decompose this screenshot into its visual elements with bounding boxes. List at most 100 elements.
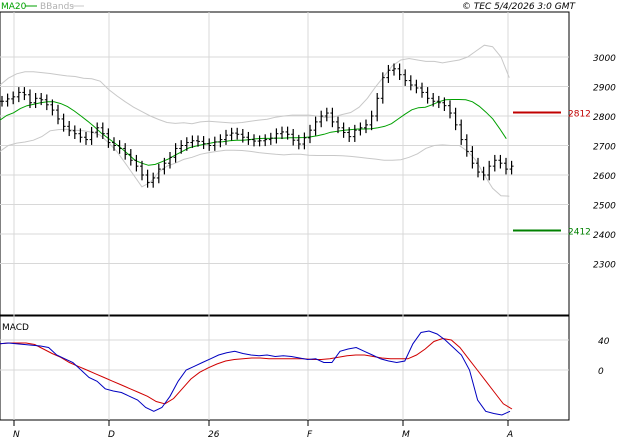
x-tick-label: A	[506, 430, 513, 440]
ohlc-bar	[336, 116, 340, 134]
x-tick-label: M	[402, 430, 410, 440]
ohlc-bar	[184, 137, 189, 151]
ohlc-bar	[156, 163, 161, 184]
ohlc-bar	[358, 122, 363, 136]
support-resistance-lines: 2812 2412	[513, 109, 591, 237]
ohlc-bar	[291, 128, 296, 146]
ohlc-bar	[375, 92, 380, 122]
price-panel-frame	[0, 11, 570, 316]
ohlc-bar	[274, 128, 279, 144]
ohlc-bar	[408, 75, 413, 91]
price-y-tick-label: 2500	[593, 202, 616, 212]
ohlc-bar	[212, 136, 217, 151]
x-axis-labels: N D 26 F M A	[13, 420, 513, 440]
ohlc-bar	[134, 154, 139, 172]
ohlc-bar	[487, 160, 492, 181]
ohlc-bar	[218, 134, 223, 148]
ohlc-bar	[504, 157, 508, 175]
ohlc-bar	[347, 127, 352, 142]
ohlc-bar	[296, 134, 301, 150]
ohlc-bar	[380, 72, 385, 104]
ohlc-bar	[196, 135, 200, 147]
ohlc-bar	[392, 63, 396, 76]
ohlc-bar	[173, 143, 178, 163]
ohlc-bar	[151, 172, 156, 188]
ohlc-bar	[117, 140, 122, 154]
price-y-tick-label: 2700	[593, 143, 616, 153]
ohlc-bar	[44, 94, 49, 111]
ohlc-bar	[100, 122, 105, 140]
ohlc-bar	[56, 104, 60, 125]
ohlc-bar	[268, 132, 273, 145]
ohlc-bar	[386, 64, 391, 83]
ohlc-bar	[33, 92, 38, 109]
ohlc-bar	[229, 127, 234, 141]
ohlc-bar	[436, 95, 441, 109]
support-label: 2412	[568, 227, 591, 237]
ohlc-bar	[11, 91, 16, 105]
ohlc-bar	[39, 92, 44, 106]
ohlc-bar	[280, 126, 284, 140]
ohlc-bar	[145, 169, 150, 188]
gridlines	[0, 12, 569, 420]
ohlc-bar	[50, 99, 55, 116]
x-tick-label: N	[13, 430, 20, 440]
resistance-label: 2812	[568, 109, 591, 119]
ohlc-bar	[235, 127, 240, 140]
ohlc-bar	[341, 122, 346, 138]
ohlc-bar	[492, 154, 497, 172]
ohlc-bar	[263, 134, 268, 147]
moving-average	[0, 99, 507, 166]
ohlc-bar	[319, 110, 324, 128]
ohlc-bar	[179, 140, 184, 154]
ohlc-bar	[352, 124, 357, 142]
ohlc-bar	[5, 93, 10, 107]
ohlc-bar	[285, 126, 290, 140]
macd-panel-frame	[0, 315, 570, 421]
ohlc-bar	[28, 89, 32, 109]
ohlc-bar	[84, 131, 88, 145]
ohlc-bar	[128, 149, 133, 166]
ohlc-bar	[364, 119, 368, 134]
price-y-tick-label: 2300	[593, 261, 616, 271]
ohlc-bar	[481, 166, 486, 181]
bollinger-bands	[0, 44, 510, 197]
ohlc-bar	[123, 143, 128, 160]
bb-upper-line	[0, 44, 510, 125]
ohlc-bar	[403, 69, 408, 86]
ohlc-bar	[476, 157, 480, 178]
ohlc-bar	[22, 87, 27, 101]
ohlc-bar	[67, 121, 72, 137]
ohlc-bar	[369, 110, 374, 131]
ohlc-bar	[16, 87, 21, 103]
price-y-tick-label: 2600	[593, 172, 616, 182]
x-tick-label: F	[307, 430, 313, 440]
ohlc-bar	[106, 128, 111, 148]
signal-line	[0, 337, 513, 410]
ohlc-bar	[470, 146, 475, 169]
ohlc-bar	[397, 63, 402, 81]
ohlc-bar	[201, 136, 206, 150]
ohlc-bar	[72, 125, 77, 140]
copyright-timestamp: © TEC 5/4/2026 3:0 GMT	[462, 2, 577, 12]
price-y-tick-label: 2800	[593, 113, 616, 123]
ohlc-bar	[425, 87, 430, 104]
ohlc-bar	[162, 157, 167, 175]
ohlc-bar	[420, 82, 424, 98]
ohlc-bar	[246, 131, 251, 145]
price-y-tick-label: 2400	[593, 231, 616, 241]
ohlc-bar	[224, 129, 228, 145]
ohlc-bar	[95, 122, 100, 138]
ohlc-bar	[308, 124, 312, 144]
macd-line	[0, 330, 511, 416]
ohlc-bar	[302, 132, 307, 150]
ohlc-bar	[89, 126, 94, 145]
ohlc-bar	[61, 113, 66, 132]
ohlc-bar	[453, 107, 458, 131]
ohlc-bar	[498, 154, 503, 169]
ma20-line	[0, 99, 507, 166]
ohlc-bar	[112, 137, 116, 151]
ohlc-bar	[459, 119, 464, 145]
